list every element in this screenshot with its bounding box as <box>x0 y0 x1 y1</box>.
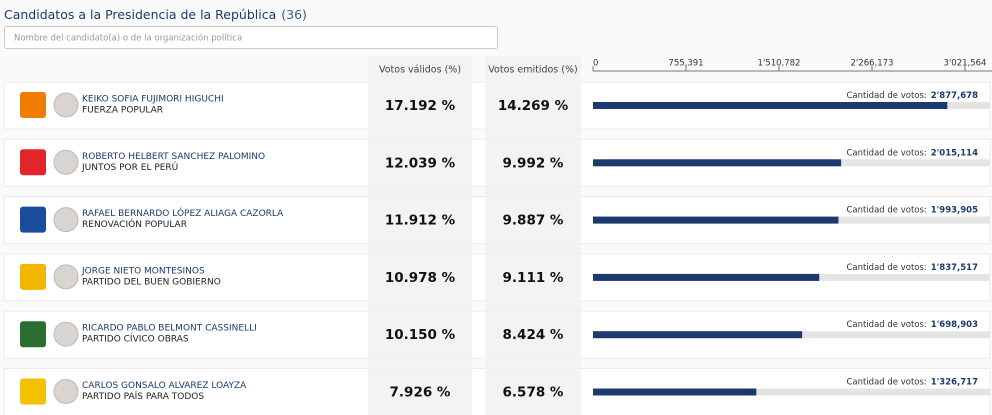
candidate-photo <box>53 207 79 233</box>
valid-percent: 10.150 % <box>385 327 456 343</box>
party-logo <box>20 149 46 176</box>
emitted-percent: 9.111 % <box>503 270 564 286</box>
candidate-name: ROBERTO HELBERT SANCHEZ PALOMINO <box>82 152 265 162</box>
search-placeholder: Nombre del candidato(a) o de la organiza… <box>14 33 242 44</box>
votes-caption: Cantidad de votos: 1'698,903 <box>846 320 978 330</box>
votes-caption: Cantidad de votos: 2'015,114 <box>846 148 978 158</box>
votes-bar <box>593 331 803 339</box>
party-logo <box>20 92 46 118</box>
party-logo <box>20 321 46 348</box>
party-logo <box>20 206 46 233</box>
votes-bar <box>593 273 820 281</box>
votes-caption-label: Cantidad de votos: <box>846 377 926 387</box>
party-name: JUNTOS POR EL PERÚ <box>81 161 178 173</box>
candidate-photo <box>53 379 79 404</box>
votes-value-label: 1'326,717 <box>931 377 978 387</box>
panel-title: Candidatos a la Presidencia de la Repúbl… <box>4 7 307 22</box>
party-name: PARTIDO DEL BUEN GOBIERNO <box>82 277 221 287</box>
candidate-name: KEIKO SOFIA FUJIMORI HIGUCHI <box>82 95 224 105</box>
candidate-name: RAFAEL BERNARDO LÓPEZ ALIAGA CAZORLA <box>82 207 284 219</box>
axis-tick-label: 3'021,564 <box>944 59 987 69</box>
votes-caption: Cantidad de votos: 2'877,678 <box>846 91 978 101</box>
candidate-photo <box>53 321 79 347</box>
column-header: Votos emitidos (%) <box>488 65 577 76</box>
party-logo <box>20 263 46 290</box>
votes-caption-label: Cantidad de votos: <box>846 148 926 158</box>
search-box[interactable] <box>4 26 498 49</box>
candidate-name: RICARDO PABLO BELMONT CASSINELLI <box>82 324 257 334</box>
title-count: (36) <box>281 7 307 22</box>
votes-bar <box>593 159 842 167</box>
votes-value-label: 1'837,517 <box>931 262 978 272</box>
votes-value-label: 2'877,678 <box>931 91 978 101</box>
emitted-percent: 9.887 % <box>503 213 564 229</box>
emitted-column-band <box>485 56 581 415</box>
valid-column-band <box>368 56 472 415</box>
axis-tick-label: 2'266,173 <box>851 59 894 69</box>
candidate-photo <box>53 92 79 118</box>
bar-track <box>593 388 990 396</box>
emitted-percent: 6.578 % <box>503 385 564 401</box>
axis-tick-label: 755,391 <box>668 59 703 69</box>
valid-percent: 17.192 % <box>385 98 456 114</box>
party-name: PARTIDO PAÍS PARA TODOS <box>82 390 204 402</box>
votes-value-label: 1'698,903 <box>931 320 978 330</box>
column-header: Votos válidos (%) <box>379 65 461 76</box>
axis-tick-label: 0 <box>593 59 598 69</box>
emitted-percent: 14.269 % <box>498 98 569 114</box>
party-name: RENOVACIÓN POPULAR <box>82 218 187 230</box>
votes-caption-label: Cantidad de votos: <box>846 262 926 272</box>
valid-percent: 10.978 % <box>385 270 456 286</box>
party-name: FUERZA POPULAR <box>82 106 163 116</box>
emitted-percent: 9.992 % <box>503 155 564 171</box>
party-name: PARTIDO CÍVICO OBRAS <box>82 333 189 345</box>
candidate-photo <box>53 264 79 290</box>
votes-caption: Cantidad de votos: 1'326,717 <box>846 377 978 387</box>
votes-caption: Cantidad de votos: 1'993,905 <box>846 205 978 215</box>
votes-value-label: 2'015,114 <box>931 148 978 158</box>
votes-value-label: 1'993,905 <box>931 205 978 215</box>
valid-percent: 11.912 % <box>385 213 456 229</box>
votes-bar <box>593 102 948 109</box>
candidate-photo <box>53 149 79 175</box>
valid-percent: 7.926 % <box>390 385 451 401</box>
votes-caption-label: Cantidad de votos: <box>846 205 926 215</box>
candidate-name: CARLOS GONSALO ALVAREZ LOAYZA <box>82 381 247 391</box>
votes-caption-label: Cantidad de votos: <box>846 91 926 101</box>
candidate-name: JORGE NIETO MONTESINOS <box>81 266 205 276</box>
votes-bar <box>593 388 757 396</box>
emitted-percent: 8.424 % <box>503 327 564 343</box>
votes-bar <box>593 216 839 224</box>
votes-caption-label: Cantidad de votos: <box>846 320 926 330</box>
party-logo <box>20 378 46 405</box>
axis-tick-label: 1'510,782 <box>758 59 801 69</box>
title-text: Candidatos a la Presidencia de la Repúbl… <box>4 7 276 22</box>
votes-caption: Cantidad de votos: 1'837,517 <box>846 262 978 272</box>
valid-percent: 12.039 % <box>385 155 456 171</box>
